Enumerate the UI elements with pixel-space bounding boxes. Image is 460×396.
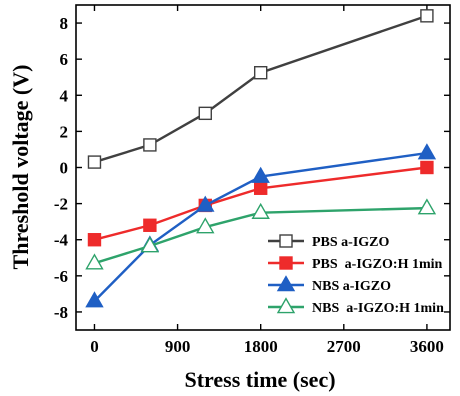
data-point <box>417 198 437 215</box>
plot-frame <box>75 4 451 331</box>
x-tick-label: 2700 <box>327 337 361 356</box>
y-tick-label: -6 <box>54 267 68 286</box>
y-tick-label: 0 <box>60 159 69 178</box>
y-tick-label: 8 <box>60 14 69 33</box>
y-tick-label: -2 <box>54 195 68 214</box>
y-tick-label: 2 <box>60 122 69 141</box>
data-point <box>196 217 215 234</box>
data-point <box>253 66 268 80</box>
series-layer <box>85 9 437 308</box>
y-axis-title: Threshold voltage (V) <box>8 65 33 270</box>
ticks: 0 900 1800 2700 3600 -8 -6 -4 -2 0 2 4 6 8 <box>54 5 450 356</box>
legend-item: NBS a-IGZO:H 1min <box>268 297 444 316</box>
data-point <box>251 202 270 219</box>
legend-marker <box>279 234 293 248</box>
data-point <box>251 166 270 183</box>
legend-label: PBS a-IGZO:H 1min <box>312 257 443 272</box>
legend-marker <box>276 275 296 292</box>
data-point <box>417 143 437 160</box>
legend-marker <box>279 256 293 270</box>
data-point <box>85 291 104 308</box>
data-point <box>140 236 160 253</box>
data-point <box>253 181 268 195</box>
legend-item: NBS a-IGZO <box>268 275 391 294</box>
x-tick-label: 900 <box>165 337 191 356</box>
series-3 <box>85 198 437 270</box>
x-tick-label: 1800 <box>244 337 278 356</box>
data-point <box>87 233 102 247</box>
legend-label: PBS a-IGZO <box>312 235 390 250</box>
y-tick-label: 4 <box>60 86 69 105</box>
data-point <box>420 160 434 175</box>
data-point <box>198 106 212 121</box>
legend-item: PBS a-IGZO <box>268 234 390 250</box>
y-tick-label: -4 <box>54 231 69 250</box>
legend-label: NBS a-IGZO <box>312 279 391 294</box>
y-tick-label: -8 <box>54 303 68 322</box>
data-point <box>196 195 215 212</box>
data-point <box>420 9 434 23</box>
legend-item: PBS a-IGZO:H 1min <box>268 256 443 272</box>
x-axis-title: Stress time (sec) <box>184 367 335 392</box>
x-tick-label: 0 <box>90 337 99 356</box>
legend: PBS a-IGZO PBS a-IGZO:H 1min NBS a-IGZO NBS… <box>268 234 444 316</box>
legend-label: NBS a-IGZO:H 1min <box>312 301 444 316</box>
data-point <box>143 138 157 152</box>
y-tick-label: 6 <box>60 50 69 69</box>
data-point <box>143 218 157 232</box>
legend-marker <box>276 297 296 314</box>
data-point <box>85 253 104 270</box>
series-0 <box>87 9 434 169</box>
axes <box>75 4 451 331</box>
x-tick-label: 3600 <box>410 337 444 356</box>
data-point <box>87 155 102 169</box>
